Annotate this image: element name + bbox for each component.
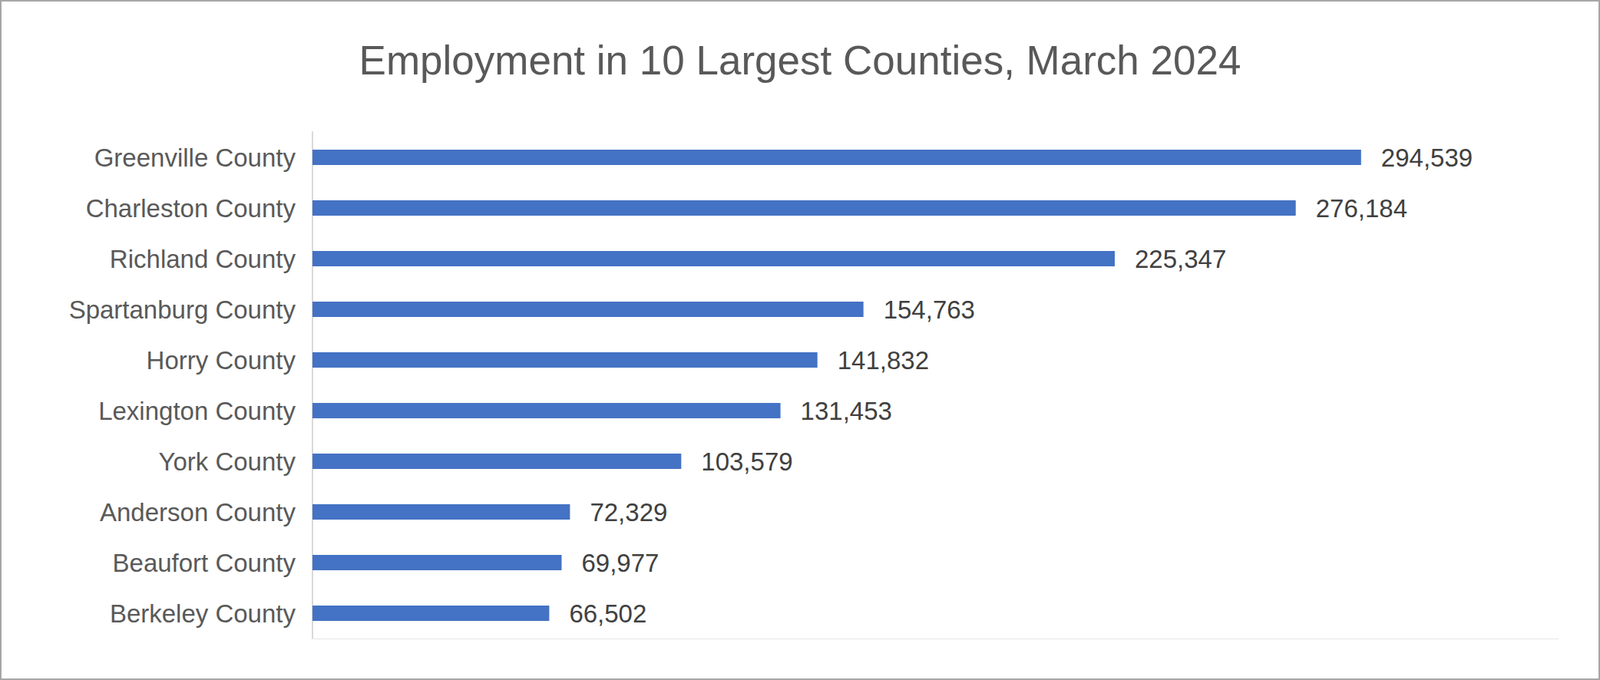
svg-text:141,832: 141,832: [837, 346, 929, 375]
svg-text:Berkeley County: Berkeley County: [109, 599, 297, 629]
svg-text:Anderson County: Anderson County: [99, 498, 296, 527]
svg-text:Spartanburg County: Spartanburg County: [69, 295, 297, 324]
svg-text:131,453: 131,453: [800, 396, 893, 426]
svg-text:Greenville County: Greenville County: [94, 143, 297, 172]
svg-text:York County: York County: [158, 447, 296, 477]
svg-text:Beaufort County: Beaufort County: [112, 548, 297, 578]
svg-text:72,329: 72,329: [589, 498, 668, 527]
svg-text:Employment in 10 Largest Count: Employment in 10 Largest Counties, March…: [359, 37, 1242, 83]
svg-text:69,977: 69,977: [581, 548, 659, 578]
svg-text:103,579: 103,579: [700, 447, 793, 477]
svg-text:Charleston County: Charleston County: [85, 194, 297, 223]
svg-text:Richland County: Richland County: [109, 244, 297, 274]
svg-text:276,184: 276,184: [1315, 194, 1408, 223]
svg-text:225,347: 225,347: [1134, 244, 1227, 274]
svg-text:294,539: 294,539: [1381, 143, 1473, 172]
svg-text:Horry County: Horry County: [146, 346, 297, 375]
svg-text:Lexington County: Lexington County: [98, 396, 296, 426]
svg-text:66,502: 66,502: [568, 599, 647, 629]
svg-text:154,763: 154,763: [883, 295, 976, 324]
